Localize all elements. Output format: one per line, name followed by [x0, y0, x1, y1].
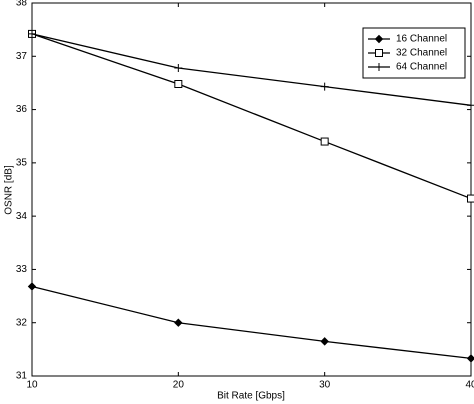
y-tick-label: 35 — [16, 157, 28, 168]
y-tick-label: 36 — [16, 104, 28, 115]
marker — [467, 194, 474, 203]
legend-label: 16 Channel — [396, 34, 447, 45]
y-tick-label: 32 — [16, 317, 28, 328]
marker — [28, 29, 36, 38]
marker — [174, 64, 183, 73]
marker — [466, 354, 474, 363]
y-axis-label: OSNR [dB] — [4, 165, 15, 215]
marker — [27, 282, 37, 291]
legend-marker — [374, 34, 384, 44]
marker — [320, 137, 329, 146]
x-axis-label: Bit Rate [Gbps] — [217, 391, 285, 402]
series-line — [31, 285, 472, 360]
marker — [320, 337, 329, 346]
y-tick-label: 38 — [16, 0, 28, 9]
legend-marker — [375, 63, 383, 71]
series-line — [31, 33, 472, 106]
y-tick-label: 31 — [16, 371, 28, 382]
marker — [174, 79, 183, 88]
legend-label: 64 Channel — [396, 62, 447, 73]
marker — [320, 82, 329, 91]
x-tick-label: 10 — [26, 380, 38, 391]
y-tick-label: 33 — [16, 264, 28, 275]
y-tick-label: 34 — [16, 211, 28, 222]
legend-marker — [375, 49, 383, 57]
y-tick-label: 37 — [16, 51, 28, 62]
x-tick-label: 40 — [465, 380, 474, 391]
marker — [174, 318, 183, 327]
x-tick-label: 30 — [319, 380, 331, 391]
legend-label: 32 Channel — [396, 48, 447, 59]
series-line — [31, 33, 472, 200]
x-tick-label: 20 — [173, 380, 185, 391]
